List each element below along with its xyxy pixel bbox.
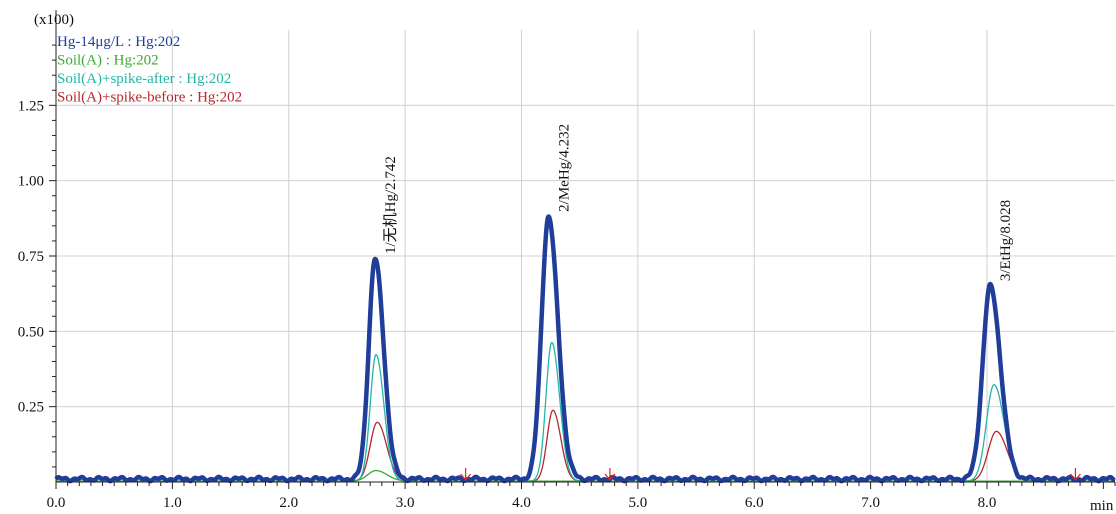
legend-entry-3: Soil(A)+spike-before : Hg:202 xyxy=(57,90,242,106)
legend: Hg-14μg/L : Hg:202 Soil(A) : Hg:202 Soil(A… xyxy=(57,34,242,106)
x-tick-label: 1.0 xyxy=(163,495,182,511)
integration-markers xyxy=(460,468,1081,481)
peak-labels: 1/无机Hg/2.742 2/MeHg/4.232 3/EtHg/8.028 xyxy=(382,124,1014,281)
series-lines xyxy=(54,214,1116,484)
integration-marker xyxy=(1069,468,1081,481)
series-line-3 xyxy=(55,409,1116,482)
legend-entry-1: Soil(A) : Hg:202 xyxy=(57,53,159,69)
y-tick-label: 0.25 xyxy=(18,400,44,416)
series-line-2 xyxy=(55,341,1116,482)
peak-label-1: 1/无机Hg/2.742 xyxy=(382,156,399,254)
legend-entry-0: Hg-14μg/L : Hg:202 xyxy=(57,34,180,50)
x-tick-label: 0.0 xyxy=(47,495,66,511)
peak-label-2: 2/MeHg/4.232 xyxy=(556,124,572,212)
x-tick-label: 6.0 xyxy=(745,495,764,511)
x-tick-label: 8.0 xyxy=(978,495,997,511)
x-unit-label: min xyxy=(1090,498,1114,514)
x-tick-label: 5.0 xyxy=(628,495,647,511)
y-tick-label: 1.00 xyxy=(18,174,44,190)
x-tick-label: 4.0 xyxy=(512,495,531,511)
x-tick-label: 2.0 xyxy=(279,495,298,511)
x-tick-label: 7.0 xyxy=(861,495,880,511)
legend-entry-2: Soil(A)+spike-after : Hg:202 xyxy=(57,71,231,87)
integration-marker xyxy=(460,468,472,481)
y-tick-label: 0.75 xyxy=(18,249,44,265)
peak-label-3: 3/EtHg/8.028 xyxy=(998,200,1014,281)
y-tick-label: 1.25 xyxy=(18,98,44,114)
grid xyxy=(56,30,1115,482)
series-line-0 xyxy=(54,214,1116,484)
axes: 0.0 1.0 2.0 3.0 4.0 5.0 6.0 7.0 8.0 0.25 0.50 0.75 1… xyxy=(18,10,1116,511)
x-tick-label: 3.0 xyxy=(396,495,415,511)
y-tick-label: 0.50 xyxy=(18,324,44,340)
y-scale-label: (x100) xyxy=(34,12,74,28)
integration-marker xyxy=(604,468,616,481)
